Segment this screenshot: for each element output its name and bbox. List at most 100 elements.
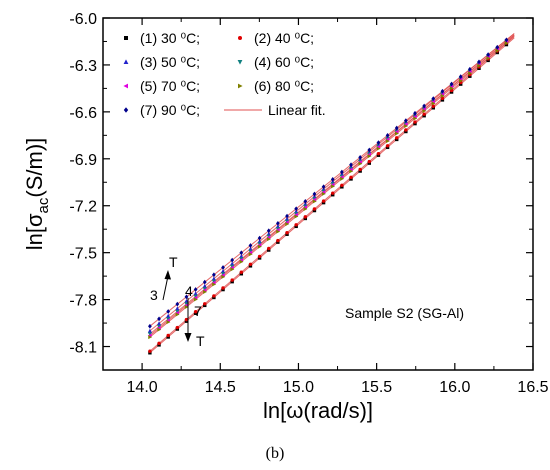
data-point-series-6 xyxy=(413,116,418,121)
data-point-series-2 xyxy=(212,294,216,298)
legend-label: (6) 80 ⁰C; xyxy=(254,78,314,94)
data-point-series-6 xyxy=(349,169,354,174)
x-tick-label: 16.0 xyxy=(439,379,470,396)
data-point-series-7 xyxy=(184,294,189,300)
arrow-up-label-3: 3 xyxy=(150,287,158,303)
data-point-series-7 xyxy=(504,37,509,43)
y-tick-label: -6.9 xyxy=(69,152,97,169)
data-point-series-2 xyxy=(239,270,244,274)
data-point-series-2 xyxy=(358,167,362,172)
data-point-series-6 xyxy=(459,78,463,83)
y-axis-title-subscript: ac xyxy=(35,197,52,213)
data-point-series-3 xyxy=(202,283,207,288)
data-point-series-7 xyxy=(166,309,171,314)
data-point-series-7 xyxy=(266,228,271,234)
data-point-series-7 xyxy=(495,44,500,50)
data-point-series-3 xyxy=(147,328,152,333)
data-point-series-3 xyxy=(257,239,262,244)
data-point-series-6 xyxy=(221,274,226,279)
data-point-series-7 xyxy=(294,206,299,212)
data-point-series-7 xyxy=(467,66,472,72)
data-point-series-6 xyxy=(449,86,454,91)
data-point-series-2 xyxy=(248,262,253,266)
data-point-series-2 xyxy=(385,144,390,148)
data-point-series-7 xyxy=(321,184,326,190)
legend-swatch xyxy=(123,83,128,89)
data-point-series-7 xyxy=(303,199,308,204)
y-tick-label: -6.6 xyxy=(69,105,97,122)
data-point-series-3 xyxy=(266,231,271,236)
data-point-series-2 xyxy=(193,310,198,314)
data-point-series-6 xyxy=(340,176,345,181)
data-point-series-4 xyxy=(175,309,180,314)
data-point-series-7 xyxy=(148,323,152,329)
legend-swatch xyxy=(238,36,242,40)
data-point-series-6 xyxy=(248,252,253,257)
data-point-series-6 xyxy=(404,123,409,129)
data-point-series-6 xyxy=(285,221,290,227)
data-point-series-6 xyxy=(193,297,198,302)
data-point-series-6 xyxy=(376,146,381,151)
data-point-series-7 xyxy=(413,110,417,116)
data-point-series-7 xyxy=(202,279,207,285)
data-point-series-3 xyxy=(175,306,180,311)
data-point-series-6 xyxy=(184,304,189,310)
data-point-series-7 xyxy=(403,118,408,124)
data-point-series-7 xyxy=(358,154,363,160)
y-axis-title: ln[σac(S/m)] xyxy=(22,138,52,251)
data-point-series-4 xyxy=(147,332,152,337)
y-axis-title-prefix: ln[σ xyxy=(22,213,47,250)
data-point-series-3 xyxy=(166,313,171,318)
data-point-series-6 xyxy=(495,48,500,53)
data-point-series-2 xyxy=(376,151,381,156)
x-tick-label: 15.5 xyxy=(361,379,392,396)
legend-label: (3) 50 ⁰C; xyxy=(140,54,200,70)
data-point-series-7 xyxy=(212,272,216,278)
data-point-series-2 xyxy=(148,349,152,353)
arrow-down-head xyxy=(184,333,192,342)
data-point-series-4 xyxy=(166,317,171,322)
data-point-series-2 xyxy=(294,223,298,227)
data-point-series-3 xyxy=(211,276,216,281)
data-point-series-7 xyxy=(340,169,344,175)
data-point-series-2 xyxy=(285,230,289,235)
plot-frame xyxy=(102,17,534,371)
data-point-series-3 xyxy=(284,216,290,221)
data-point-series-2 xyxy=(184,317,189,322)
x-tick-label: 15.0 xyxy=(283,379,314,396)
data-point-series-3 xyxy=(184,298,189,303)
y-tick-label: -7.8 xyxy=(69,293,97,310)
data-point-series-7 xyxy=(449,81,454,87)
legend-swatch xyxy=(238,83,243,89)
data-point-series-7 xyxy=(431,96,436,102)
x-tick-label: 14.5 xyxy=(205,379,236,396)
data-point-series-6 xyxy=(477,63,482,68)
legend-label: (2) 40 ⁰C; xyxy=(254,30,314,46)
data-point-series-6 xyxy=(321,191,326,196)
data-point-series-2 xyxy=(404,128,408,132)
data-point-series-6 xyxy=(257,244,262,249)
data-point-series-7 xyxy=(367,147,372,153)
data-point-series-7 xyxy=(394,125,399,131)
data-point-series-6 xyxy=(422,108,427,113)
data-point-series-2 xyxy=(340,183,344,187)
y-tick-label: -8.1 xyxy=(69,340,97,357)
data-point-series-7 xyxy=(175,301,180,307)
data-point-series-6 xyxy=(303,206,308,211)
data-point-series-3 xyxy=(303,201,308,206)
data-point-series-2 xyxy=(203,302,207,306)
legend-swatch xyxy=(123,107,129,113)
data-point-series-2 xyxy=(175,325,180,330)
y-tick-label: -7.2 xyxy=(69,199,97,216)
data-point-series-2 xyxy=(413,120,417,124)
y-axis-title-suffix: (S/m)] xyxy=(22,138,47,198)
data-point-series-6 xyxy=(331,184,335,189)
data-point-series-3 xyxy=(239,254,244,258)
arrow-up-label-4: 4 xyxy=(185,283,193,299)
data-point-series-7 xyxy=(239,250,244,256)
data-point-series-3 xyxy=(275,224,280,229)
legend-label: (1) 30 ⁰C; xyxy=(140,30,200,46)
data-point-series-3 xyxy=(157,321,162,326)
data-point-series-6 xyxy=(440,93,445,98)
data-point-series-2 xyxy=(331,191,335,195)
